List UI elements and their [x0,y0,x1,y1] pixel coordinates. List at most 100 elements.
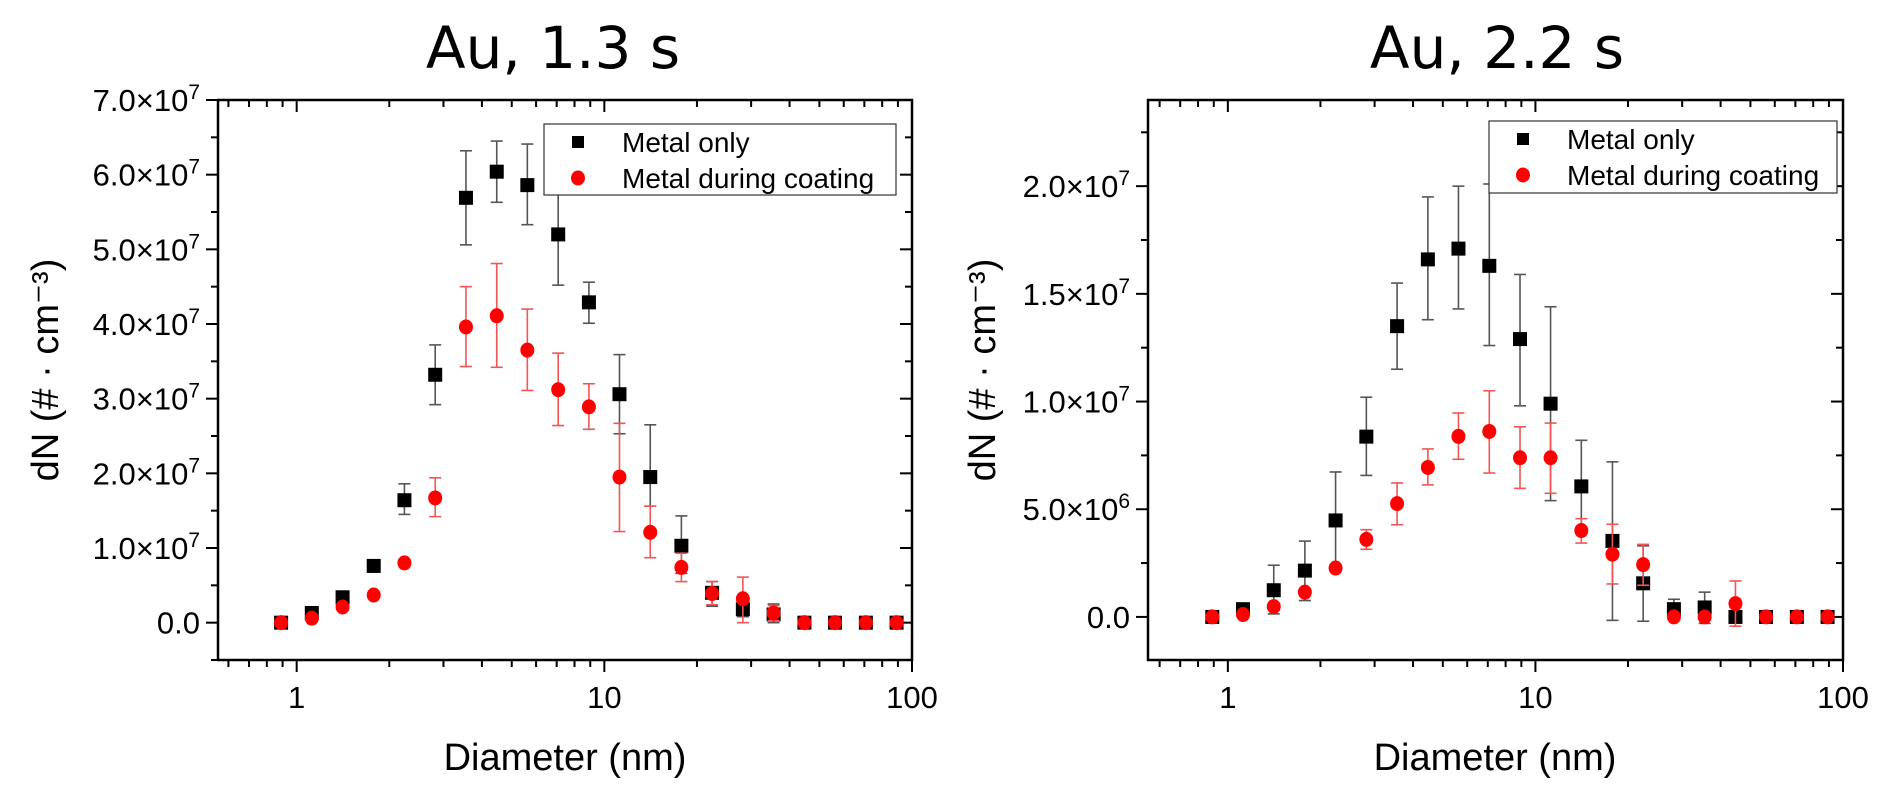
chart-panel-au-1-3s: Au, 1.3 s dN (# · cm⁻³) Diameter (nm) 1 1… [25,14,938,779]
tick-label-exponent: 7 [188,454,200,477]
data-point [1420,252,1435,267]
data-point [335,599,350,615]
x-tick-label: 10 [587,680,621,715]
legend-label: Metal during coating [622,163,874,194]
tick-label-exponent: 7 [188,156,200,179]
y-tick-label: 1.0×107 [1023,383,1130,420]
square-marker-icon [1517,133,1529,145]
data-point [397,555,412,571]
y-tick-label: 1.5×107 [1023,275,1130,312]
square-marker-icon [572,136,584,148]
tick-label-exponent: 7 [1118,275,1130,298]
y-tick-label: 4.0×107 [93,305,200,342]
tick-label-mantissa: 3.0×10 [93,382,189,417]
data-point [889,615,904,631]
tick-label-mantissa: 5.0×10 [1023,492,1119,527]
legend-label: Metal only [622,127,750,158]
data-point [1574,479,1589,494]
data-point [1513,450,1528,466]
data-point [428,367,443,382]
tick-label-mantissa: 4.0×10 [93,307,189,342]
data-point [274,615,289,631]
x-tick-label: 1 [1219,680,1236,715]
series-metal-only [1205,183,1835,625]
data-point [858,615,873,631]
legend-item: Metal only [1517,124,1695,155]
data-point [1390,496,1405,512]
chart-title: Au, 2.2 s [1370,14,1624,82]
x-tick-label: 100 [886,680,938,715]
data-point [581,399,596,415]
legend-label: Metal only [1567,124,1695,155]
circle-marker-icon [571,170,585,186]
y-tick-label: 0.0 [1087,600,1130,635]
y-tick-label: 5.0×107 [93,230,200,267]
data-point [1266,583,1281,598]
x-tick-label: 10 [1518,680,1552,715]
series-metal-during-coating [1205,389,1835,627]
data-point [1297,584,1312,600]
data-point [397,493,412,508]
data-point [366,587,381,603]
data-point [1789,609,1804,625]
tick-label-exponent: 7 [1118,167,1130,190]
data-point [1451,241,1466,256]
y-tick-label: 3.0×107 [93,380,200,417]
data-point [428,490,443,506]
legend-item: Metal only [572,127,750,158]
plot-area: 1 10 1000.01.0×1072.0×1073.0×1074.0×1075.0… [93,81,938,715]
y-tick-label: 2.0×107 [1023,167,1130,204]
tick-label-mantissa: 1.0×10 [93,531,189,566]
data-point [797,615,812,631]
data-point [1513,332,1528,347]
legend: Metal only Metal during coating [543,123,897,196]
tick-label-mantissa: 2.0×10 [1023,169,1119,204]
data-point [1266,599,1281,615]
data-point [1543,396,1558,411]
data-point [643,524,658,540]
data-point [643,470,658,485]
data-point [581,295,596,310]
data-point [1759,609,1774,625]
data-point [366,558,381,573]
data-point [489,308,504,324]
series-metal-during-coating [274,262,904,631]
data-point [674,538,689,553]
data-point [705,586,720,602]
legend-item: Metal during coating [571,163,874,194]
tick-label-mantissa: 1.0×10 [1023,385,1119,420]
tick-label-exponent: 6 [1118,490,1130,513]
y-axis-title-text: dN (# · cm⁻³) [25,259,67,482]
data-point [458,190,473,205]
data-point [735,591,750,607]
plot-frame [216,98,914,662]
x-axis-title: Diameter (nm) [444,737,687,779]
x-tick-label: 1 [288,680,305,715]
x-axis-title: Diameter (nm) [1374,737,1617,779]
data-point [1636,557,1651,573]
data-point [1697,609,1712,625]
tick-label-exponent: 7 [188,529,200,552]
data-point [520,342,535,358]
data-point [1390,319,1405,334]
data-point [1359,429,1374,444]
data-point [304,610,319,626]
data-point [1574,523,1589,539]
tick-label-mantissa: 7.0×10 [93,83,189,118]
chart-panel-au-2-2s: Au, 2.2 s dN (# · cm⁻³) Diameter (nm) 1 1… [962,14,1869,779]
data-point [489,164,504,179]
tick-label-mantissa: 5.0×10 [93,232,189,267]
data-point [1205,609,1220,625]
data-point [1235,607,1250,623]
legend-box [1488,120,1838,194]
data-point [1728,596,1743,612]
data-point [1482,258,1497,273]
data-point [828,615,843,631]
y-axis-title: dN (# · cm⁻³) [962,259,1004,482]
data-point [612,387,627,402]
data-point [551,382,566,398]
y-tick-label: 5.0×106 [1023,490,1130,527]
data-point [1451,428,1466,444]
legend-label: Metal during coating [1567,160,1819,191]
